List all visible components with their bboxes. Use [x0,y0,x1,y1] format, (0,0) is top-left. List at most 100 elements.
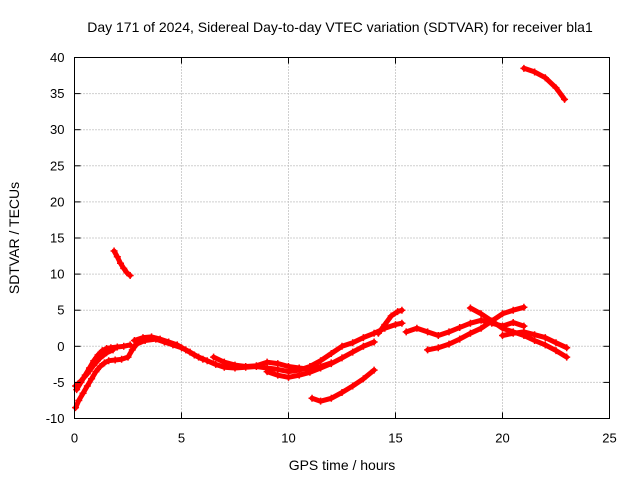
data-point [413,324,421,332]
data-point [242,363,250,371]
data-point [126,341,134,349]
x-tick-labels: 0 5 10 15 20 25 [71,431,617,446]
data-point [398,306,406,314]
data-point [118,355,126,363]
data-point [349,382,357,390]
data-point [359,342,367,350]
x-tick-label: 15 [388,431,402,446]
x-axis-label: GPS time / hours [289,457,396,473]
x-tick-label: 0 [71,431,78,446]
data-point [509,306,517,314]
y-tick-label: 10 [50,267,64,282]
grid-lines [74,57,610,419]
data-point [499,310,506,318]
data-point [190,351,198,359]
data-point [531,68,539,76]
data-point [109,346,117,354]
data-point [295,371,303,379]
data-point [499,324,506,332]
data-point [220,358,228,366]
y-tick-label: 35 [50,86,64,101]
y-tick-labels: -10 -5 0 5 10 15 20 25 30 35 40 [46,50,65,426]
data-point [148,333,156,341]
data-point [210,353,218,361]
data-point [445,340,453,348]
data-point [100,359,108,367]
data-point [509,329,517,337]
data-point [124,353,132,361]
data-point [139,334,147,342]
data-point [552,84,560,92]
data-point [128,346,136,354]
data-point [274,360,282,368]
data-point [434,331,442,339]
data-point [72,382,80,390]
data-point [92,368,100,376]
data-point [509,318,517,326]
data-point [499,331,506,339]
data-point [402,328,410,336]
data-point [488,317,496,325]
data-point [541,341,549,349]
data-point [541,334,549,342]
data-point [231,361,239,369]
data-point [552,339,560,347]
data-point [88,375,96,383]
data-point [456,335,464,343]
data-point [105,357,113,365]
data-point [285,363,292,371]
data-point [359,334,367,342]
data-point [120,264,128,272]
data-point [392,321,399,329]
data-point [212,360,220,368]
data-point [306,368,314,376]
y-tick-label: 20 [50,194,64,209]
x-tick-label: 5 [178,431,185,446]
data-point [103,349,111,357]
y-tick-label: 15 [50,231,64,246]
data-point [520,64,528,72]
data-point [445,328,453,336]
data-point [156,335,164,343]
data-point [398,319,406,327]
data-point [520,303,528,311]
chart-title: Day 171 of 2024, Sidereal Day-to-day VTE… [87,19,593,35]
data-point [263,368,271,376]
data-point [83,382,91,390]
data-point [561,95,569,103]
data-point [552,347,560,355]
data-point [120,342,128,350]
data-point [83,370,91,378]
data-point [79,389,87,397]
data-point [98,347,106,355]
data-point [96,363,104,371]
y-tick-label: 5 [57,303,64,318]
y-tick-label: 40 [50,50,64,65]
data-point [165,338,173,346]
data-point [466,329,474,337]
data-point [317,364,325,372]
data-point [531,331,539,339]
data-point [338,354,346,362]
data-point [424,346,432,354]
trace-arc-11 [425,304,527,353]
plot-frame [74,57,610,419]
data-point [75,396,83,404]
data-point [111,356,119,364]
data-traces [72,64,571,412]
data-point [374,329,382,337]
data-point [477,316,485,324]
y-tick-label: 30 [50,122,64,137]
data-point [77,377,85,385]
data-point [173,341,181,349]
data-point [387,312,395,320]
data-point [338,389,346,397]
data-point [359,375,367,383]
data-point [520,328,528,336]
data-point [381,321,389,329]
y-tick-label: -5 [53,375,65,390]
data-point [349,348,357,356]
data-point [130,337,138,345]
data-point [110,247,118,255]
